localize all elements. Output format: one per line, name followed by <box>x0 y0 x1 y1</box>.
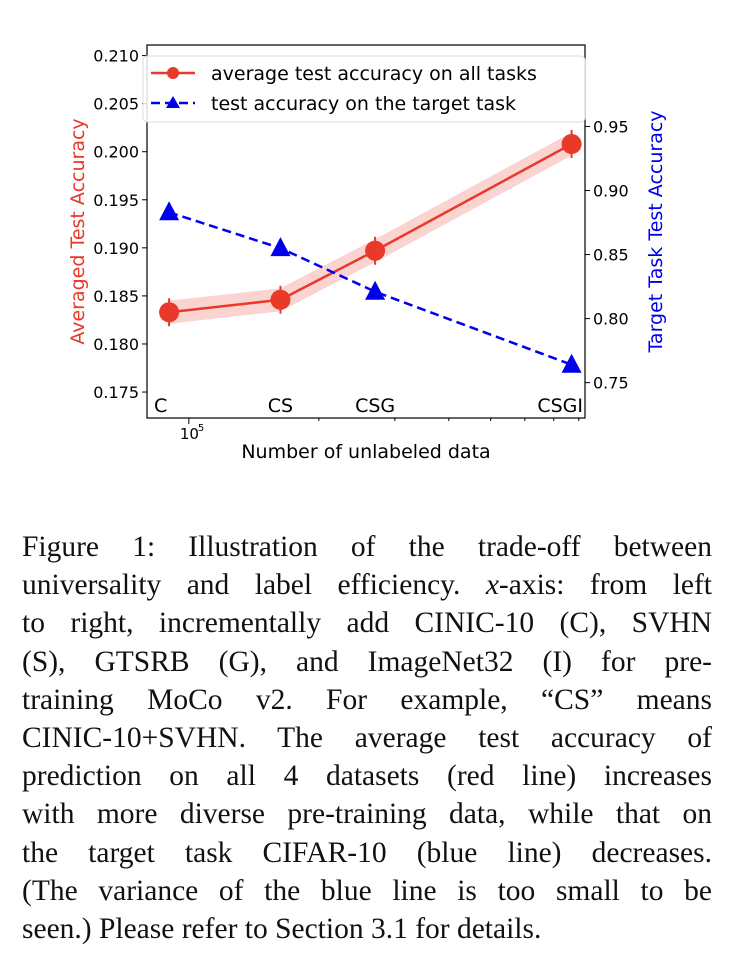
y-left-tick-label: 0.200 <box>93 143 139 162</box>
blue-series-line <box>168 211 573 366</box>
caption-line: universality and label efficiency. x-axi… <box>22 566 712 604</box>
point-label: CS <box>268 395 293 417</box>
x-axis-label: Number of unlabeled data <box>241 441 490 463</box>
y-left-tick-label: 0.210 <box>93 47 139 66</box>
caption-line: (The variance of the blue line is too sm… <box>22 874 712 907</box>
legend-red-circle-icon <box>167 67 179 79</box>
plot-frame <box>146 44 586 419</box>
blue-data-point <box>561 353 582 373</box>
figure-caption: Figure 1: Illustration of the trade-off … <box>22 528 712 948</box>
y-right-tick-label: 0.90 <box>593 182 629 201</box>
caption-line: Figure 1: Illustration of the trade-off … <box>22 531 712 563</box>
red-data-point <box>561 134 582 155</box>
y-right-tick-label: 0.75 <box>593 374 629 393</box>
y-left-tick-label: 0.180 <box>93 335 139 354</box>
caption-line: seen.) Please refer to Section 3.1 for d… <box>22 912 542 945</box>
red-series-line <box>168 142 573 314</box>
red-data-point <box>270 289 291 310</box>
y-left-axis-label: Averaged Test Accuracy <box>67 118 89 344</box>
y-right-axis-label: Target Task Test Accuracy <box>645 110 667 353</box>
caption-line: CINIC-10+SVHN. The average test accuracy… <box>22 721 712 754</box>
legend-blue-triangle-icon <box>166 96 180 108</box>
y-left-tick-label: 0.185 <box>93 287 139 306</box>
caption-line: with more diverse pre-training data, whi… <box>22 798 712 831</box>
caption-line: to right, incrementally add CINIC-10 (C)… <box>22 607 712 640</box>
y-left-tick-label: 0.205 <box>93 95 139 114</box>
blue-data-point <box>365 280 386 300</box>
caption-line: training MoCo v2. For example, “CS” mean… <box>22 683 712 716</box>
point-label: CSG <box>355 395 395 417</box>
y-right-tick-label: 0.95 <box>593 117 629 136</box>
red-data-point <box>365 240 386 261</box>
y-right-tick-label: 0.80 <box>593 310 629 329</box>
red-variance-band <box>169 132 572 324</box>
x-tick-exponent: 5 <box>198 423 204 434</box>
caption-line: (S), GTSRB (G), and ImageNet32 (I) for p… <box>22 645 712 678</box>
point-label: CSGI <box>537 395 583 417</box>
x-tick-label: 10 <box>180 425 199 443</box>
caption-line: the target task CIFAR-10 (blue line) dec… <box>22 836 712 869</box>
legend-box <box>142 55 586 123</box>
red-data-point <box>159 302 180 323</box>
legend-red-label: average test accuracy on all tasks <box>211 63 537 85</box>
point-label: C <box>154 395 167 417</box>
y-left-tick-label: 0.190 <box>93 239 139 258</box>
caption-text: universality and label efficiency. <box>22 569 461 602</box>
y-left-tick-label: 0.195 <box>93 191 139 210</box>
caption-text: -axis: from left <box>498 569 712 602</box>
legend-blue-label: test accuracy on the target task <box>211 93 516 115</box>
y-right-tick-label: 0.85 <box>593 246 629 265</box>
figure-chart: 0.175 0.180 0.185 0.190 0.195 0.200 0.205 0.210… <box>67 44 667 463</box>
caption-line: prediction on all 4 datasets (red line) … <box>22 760 712 793</box>
blue-data-point <box>270 237 291 257</box>
y-left-tick-label: 0.175 <box>93 383 139 402</box>
caption-math-x: x <box>485 569 499 602</box>
blue-data-point <box>159 201 180 221</box>
